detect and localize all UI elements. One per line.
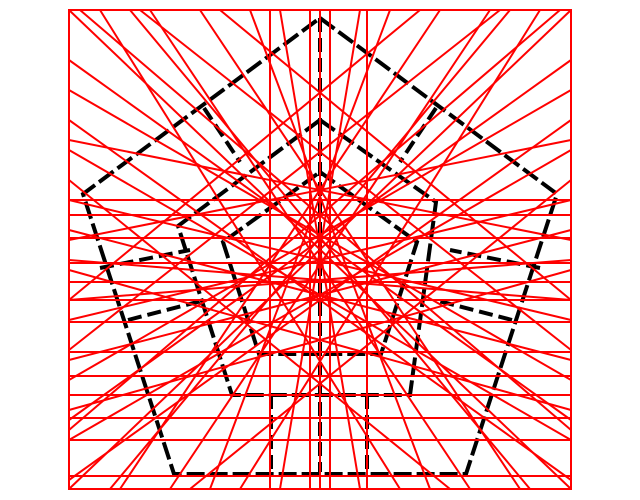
figure-edge [202, 106, 242, 164]
construction-line [219, 9, 572, 301]
construction-line [209, 9, 391, 490]
construction-line [249, 9, 431, 490]
construction-line [99, 9, 401, 490]
construction-line [239, 9, 541, 490]
construction-line [68, 9, 421, 301]
figure-edge [99, 248, 191, 270]
frame [68, 9, 572, 490]
figure-edge [80, 16, 560, 476]
construction-line [68, 179, 451, 490]
figure-edge [449, 248, 541, 270]
construction-lines [68, 9, 572, 490]
construction-line [189, 179, 572, 490]
figure-edge [398, 106, 438, 164]
